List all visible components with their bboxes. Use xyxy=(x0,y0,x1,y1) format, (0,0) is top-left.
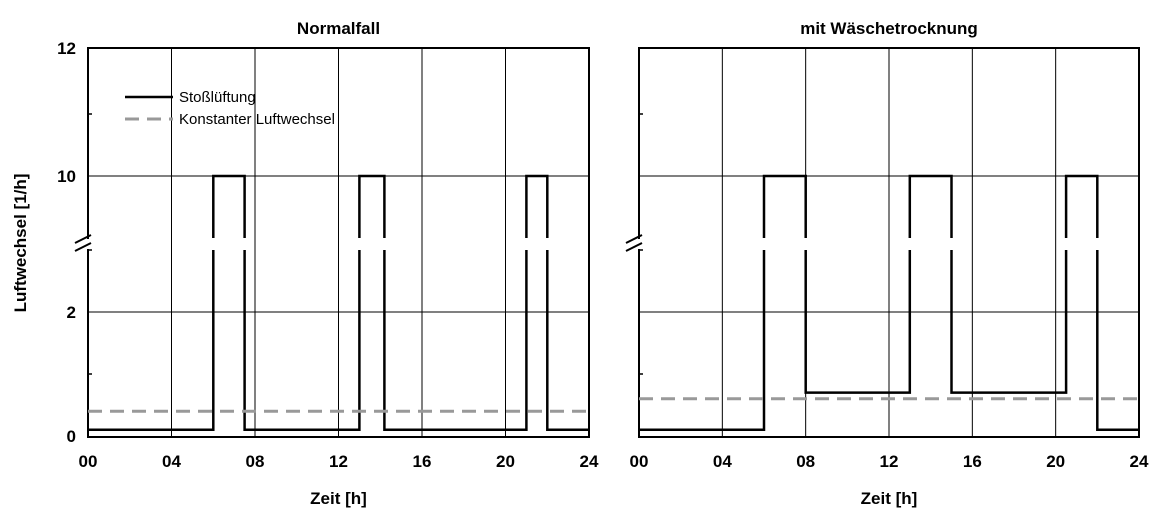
axis-break-mark xyxy=(74,234,92,244)
series-break-gap xyxy=(522,238,531,250)
x-tick-label: 16 xyxy=(963,452,982,471)
series-break-gap xyxy=(947,238,956,250)
y-axis-label: Luftwechsel [1/h] xyxy=(11,174,30,313)
series-break-gap xyxy=(1062,238,1071,250)
x-tick-label: 08 xyxy=(246,452,265,471)
x-tick-label: 12 xyxy=(880,452,899,471)
series-break-gap xyxy=(801,238,810,250)
series-break-gap xyxy=(905,238,914,250)
x-tick-label: 16 xyxy=(413,452,432,471)
y-tick-label: 12 xyxy=(57,39,76,58)
series-line-stosslueftung xyxy=(88,174,589,432)
legend-label: Stoßlüftung xyxy=(179,89,256,106)
series-break-gap xyxy=(543,238,552,250)
series-break-gap xyxy=(1093,238,1102,250)
series-break-gap xyxy=(760,238,768,250)
x-tick-label: 00 xyxy=(79,452,98,471)
legend-label: Konstanter Luftwechsel xyxy=(179,111,335,128)
x-tick-label: 20 xyxy=(1046,452,1065,471)
series-line-stosslueftung xyxy=(639,174,1139,432)
x-tick-label: 00 xyxy=(630,452,649,471)
chart-title: mit Wäschetrocknung xyxy=(800,19,978,38)
series-break-gap xyxy=(380,238,389,250)
y-tick-label: 2 xyxy=(67,303,76,322)
axis-break-mark xyxy=(625,234,643,244)
chart-title: Normalfall xyxy=(297,19,380,38)
y-tick-label: 10 xyxy=(57,167,76,186)
x-tick-label: 20 xyxy=(496,452,515,471)
x-tick-label: 24 xyxy=(580,452,599,471)
axis-break-mark xyxy=(625,242,643,252)
x-tick-label: 12 xyxy=(329,452,348,471)
axis-break-mark xyxy=(74,242,92,252)
series-break-gap xyxy=(240,238,249,250)
x-axis-label: Zeit [h] xyxy=(861,489,918,508)
y-tick-label: 0 xyxy=(67,427,76,446)
series-break-gap xyxy=(209,238,218,250)
x-tick-label: 04 xyxy=(713,452,732,471)
x-tick-label: 08 xyxy=(796,452,815,471)
x-axis-label: Zeit [h] xyxy=(310,489,367,508)
x-tick-label: 04 xyxy=(162,452,181,471)
series-break-gap xyxy=(355,238,364,250)
x-tick-label: 24 xyxy=(1130,452,1149,471)
